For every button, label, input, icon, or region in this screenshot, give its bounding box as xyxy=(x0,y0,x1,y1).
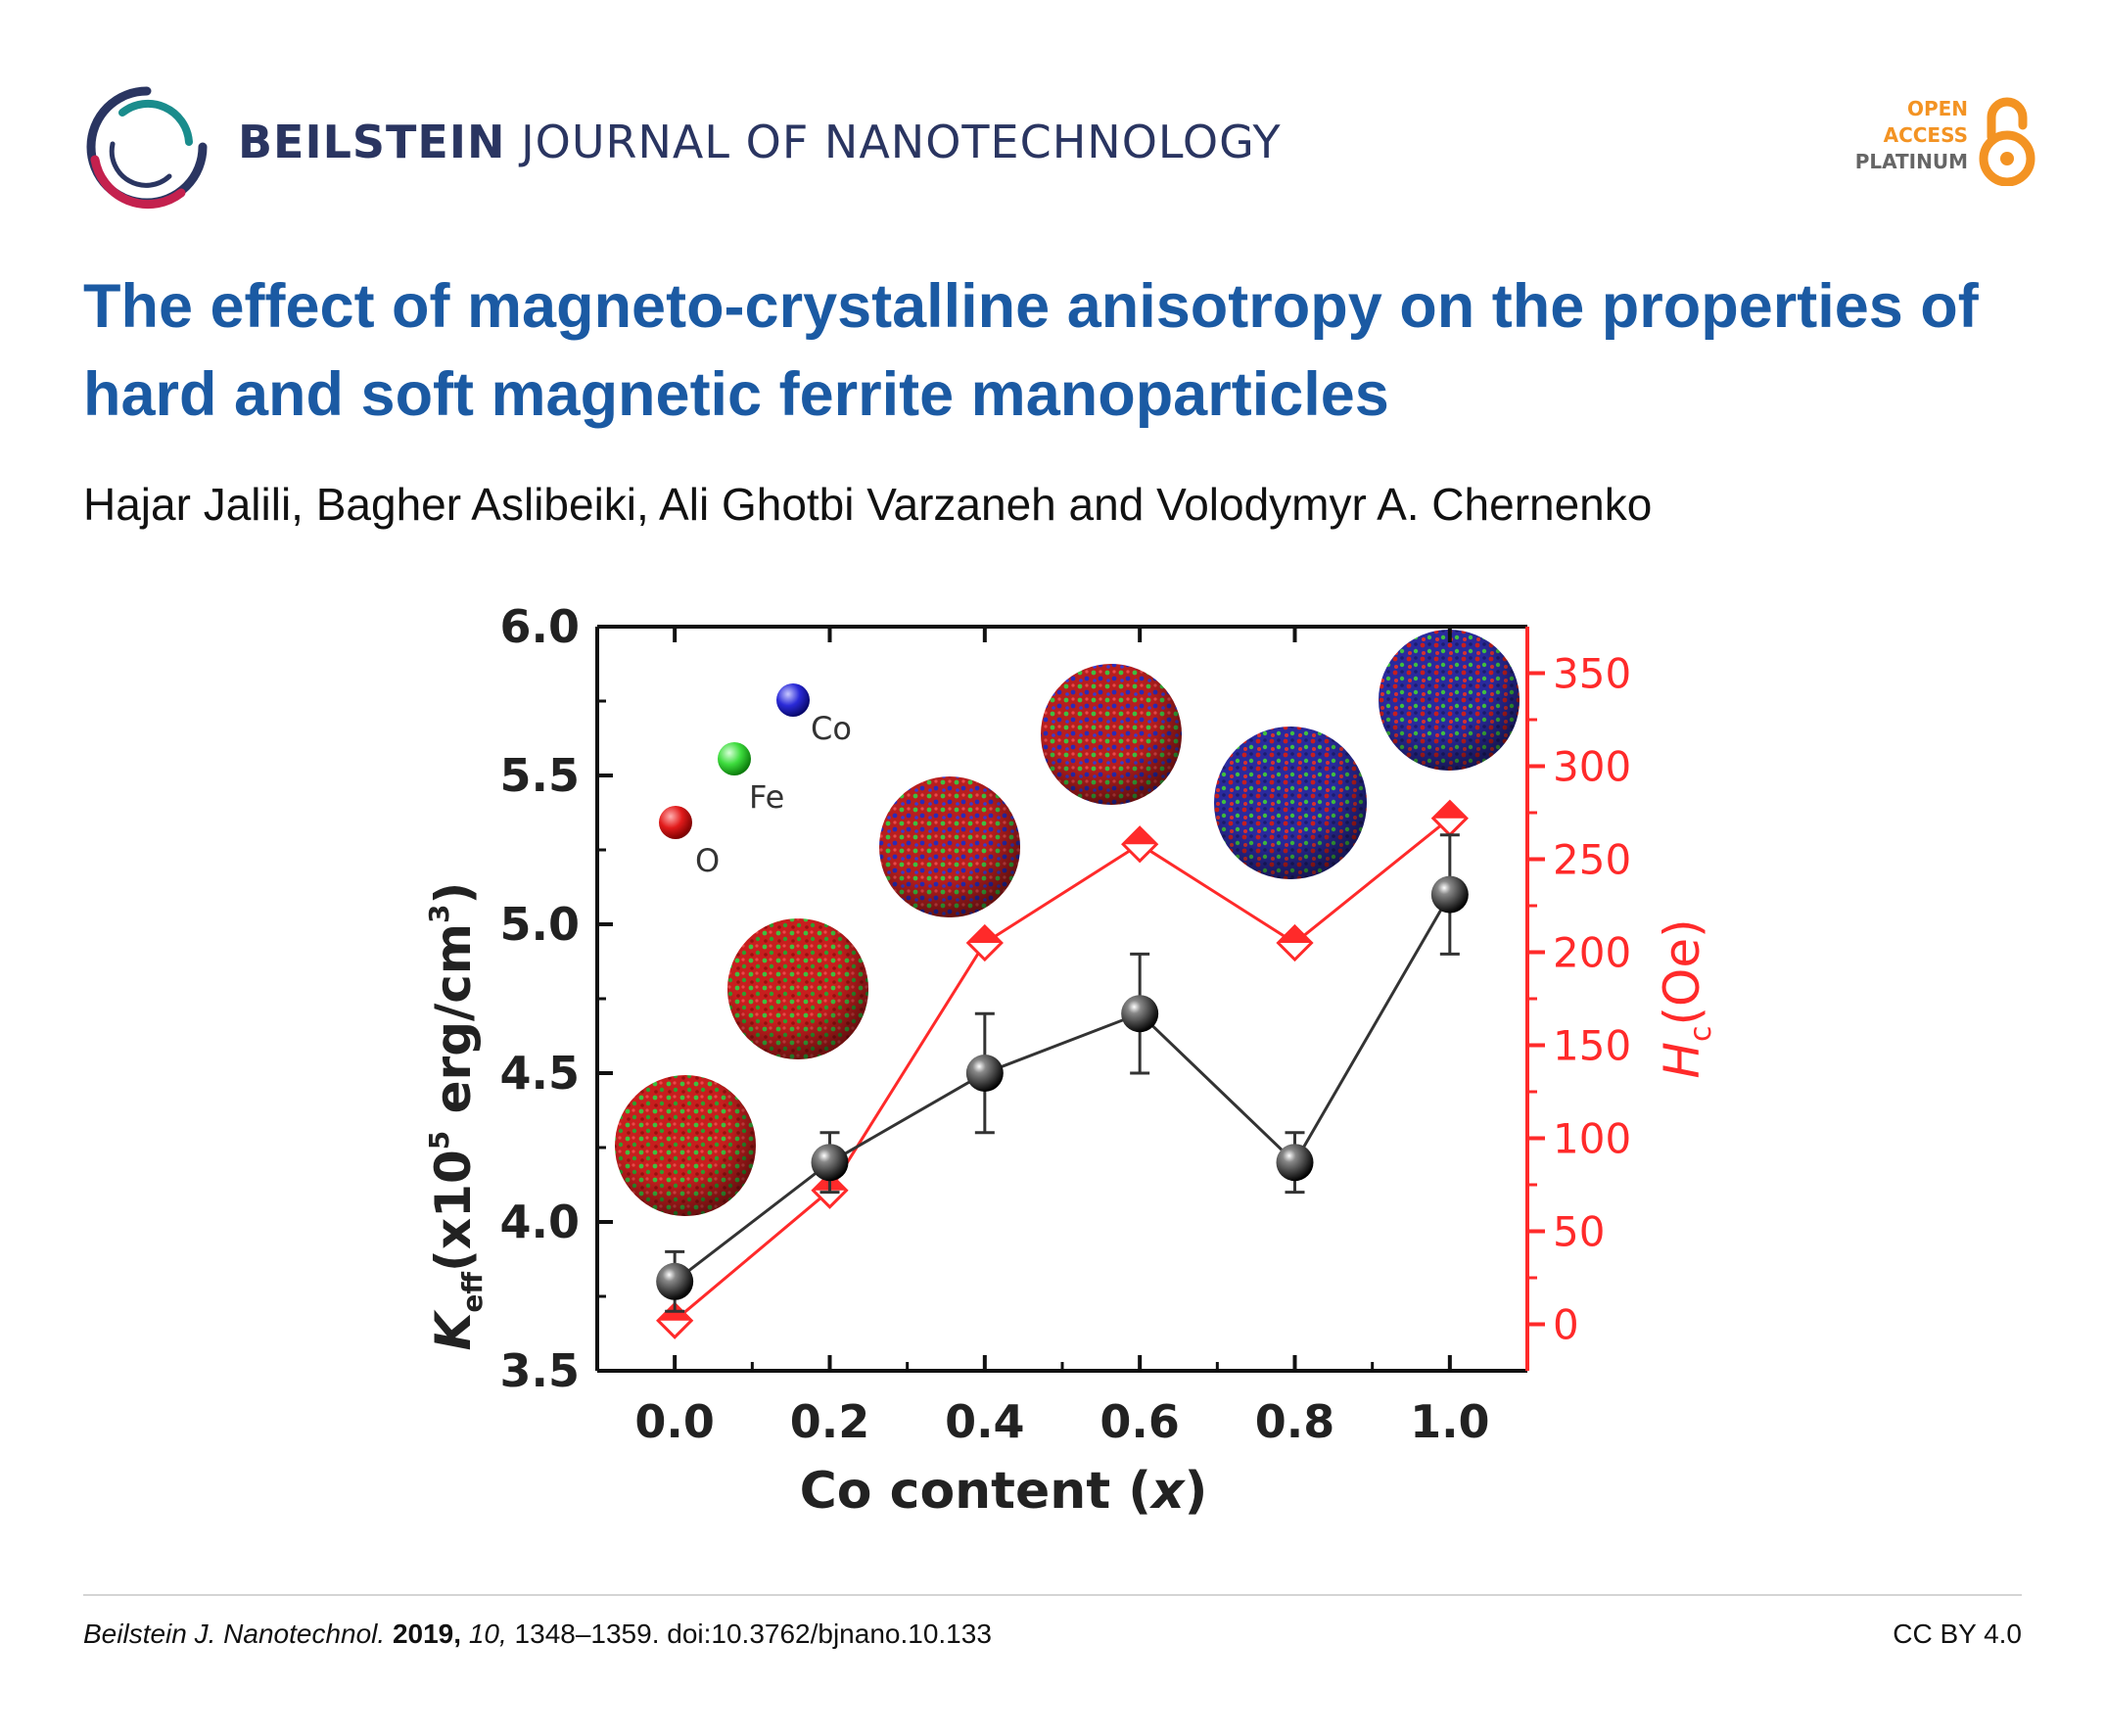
hc-diamond-fill xyxy=(1278,926,1312,943)
keff-series-line xyxy=(674,893,1452,1283)
keff-sphere-marker xyxy=(1121,995,1159,1033)
legend-atom-o xyxy=(659,806,692,839)
y-right-tick-label: 50 xyxy=(1553,1208,1605,1256)
x-tick-label: 0.8 xyxy=(1255,1395,1335,1448)
keff-sphere-marker xyxy=(965,1055,1004,1092)
nanoparticle-shade xyxy=(615,1075,756,1216)
y-right-tick-label: 200 xyxy=(1553,929,1631,977)
y-left-tick-label: 3.5 xyxy=(500,1344,581,1397)
x-tick-label: 0.4 xyxy=(945,1395,1024,1448)
footer-divider xyxy=(83,1594,2022,1596)
y-left-tick-label: 4.0 xyxy=(500,1196,581,1248)
x-axis-title-suffix: ) xyxy=(1185,1462,1208,1521)
y-right-tick-label: 300 xyxy=(1553,743,1631,791)
oa-platinum-label: PLATINUM xyxy=(1854,150,1968,173)
citation: Beilstein J. Nanotechnol. 2019, 10, 1348… xyxy=(83,1619,992,1650)
journal-name-bold: BEILSTEIN xyxy=(238,116,506,168)
nanoparticle-shade xyxy=(1379,630,1520,771)
data-series xyxy=(656,799,1469,1339)
x-tick-label: 0.0 xyxy=(634,1395,715,1448)
y-right-tick-label: 250 xyxy=(1553,836,1631,884)
svg-text:Keff(x105 erg/cm3): Keff(x105 erg/cm3) xyxy=(423,882,489,1351)
axes: 0.0 0.2 0.4 0.6 0.8 1.0 3.5 4.0 4.5 5.0 5.5 6.0 0 50 1… xyxy=(500,600,1632,1448)
hc-diamond-fill xyxy=(967,926,1002,943)
y-right-tick-label: 150 xyxy=(1553,1022,1631,1070)
beilstein-logo-icon xyxy=(86,86,208,210)
y-right-axis-title: Hc(Oe) xyxy=(1654,918,1713,1078)
y-left-tick-label: 5.0 xyxy=(500,898,581,951)
legend-label-co: Co xyxy=(811,710,852,747)
keff-sphere-marker xyxy=(811,1144,849,1182)
keff-sphere-marker xyxy=(1430,875,1469,914)
atom-legend: O Fe Co xyxy=(659,683,852,879)
article-title: The effect of magneto-crystalline anisot… xyxy=(83,272,1979,429)
oa-open-label: OPEN xyxy=(1906,97,1968,120)
y-left-tick-label: 6.0 xyxy=(500,600,581,653)
open-lock-icon xyxy=(1979,97,2035,186)
nanoparticle-shade xyxy=(727,918,868,1059)
nanoparticle-shade xyxy=(1041,664,1182,805)
x-axis-title: Co content (x) xyxy=(800,1462,1208,1521)
nanoparticle-shade xyxy=(879,776,1020,917)
x-axis-title-prefix: Co content ( xyxy=(800,1462,1151,1521)
y-right-tick-label: 100 xyxy=(1553,1115,1631,1163)
legend-atom-fe xyxy=(718,742,751,775)
legend-label-fe: Fe xyxy=(749,778,784,816)
hc-diamond-fill xyxy=(1432,801,1467,819)
svg-text:Hc(Oe): Hc(Oe) xyxy=(1654,918,1713,1078)
article-authors: Hajar Jalili, Bagher Aslibeiki, Ali Ghot… xyxy=(83,479,1653,530)
journal-name-light: JOURNAL OF NANOTECHNOLOGY xyxy=(521,116,1282,168)
x-tick-label: 0.6 xyxy=(1099,1395,1180,1448)
hc-series-line xyxy=(674,817,1451,1322)
y-left-tick-label: 4.5 xyxy=(500,1047,581,1100)
keff-sphere-marker xyxy=(1276,1144,1314,1182)
license-label: CC BY 4.0 xyxy=(1893,1619,2022,1649)
legend-atom-co xyxy=(776,683,810,717)
y-right-tick-label: 0 xyxy=(1553,1301,1579,1349)
x-axis-title-var: x xyxy=(1148,1462,1186,1521)
citation-pages-doi: 1348–1359. doi:10.3762/bjnano.10.133 xyxy=(514,1619,992,1649)
x-tick-label: 1.0 xyxy=(1410,1395,1490,1448)
graphical-abstract-chart: O Fe Co 0.0 0.2 0.4 0.6 0.8 1.0 3.5 4.0 4.5 5.0 5.5 6… xyxy=(423,600,1713,1521)
y-right-tick-label: 350 xyxy=(1553,650,1631,698)
legend-label-o: O xyxy=(695,842,720,879)
oa-access-label: ACCESS xyxy=(1883,123,1968,147)
nanoparticle-shade xyxy=(1214,727,1367,879)
citation-volume: 10, xyxy=(468,1619,507,1649)
open-access-badge: OPEN ACCESS PLATINUM xyxy=(1841,96,2036,194)
y-left-tick-label: 5.5 xyxy=(500,749,581,802)
citation-journal: Beilstein J. Nanotechnol. xyxy=(83,1619,386,1649)
hc-diamond-fill xyxy=(1123,827,1157,845)
nanoparticle-renderings xyxy=(615,630,1520,1216)
y-left-axis-title: Keff(x105 erg/cm3) xyxy=(423,882,489,1351)
x-tick-label: 0.2 xyxy=(790,1395,870,1448)
keff-sphere-marker xyxy=(656,1262,694,1300)
citation-year: 2019, xyxy=(392,1619,462,1649)
journal-name: BEILSTEIN JOURNAL OF NANOTECHNOLOGY xyxy=(238,116,1282,168)
